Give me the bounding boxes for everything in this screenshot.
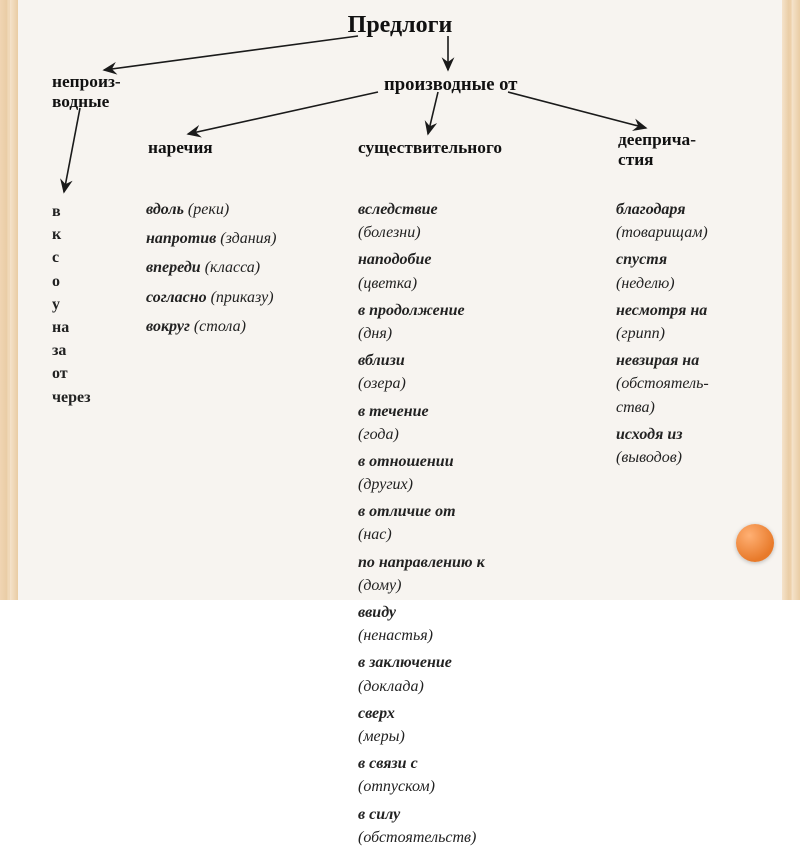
- list-item: впереди (класса): [146, 256, 276, 279]
- col-adverb: вдоль (реки) напротив (здания) впереди (кл…: [146, 198, 276, 344]
- col-noun: вследствие(болезни)наподобие(цветка) в пр…: [358, 198, 485, 853]
- list-item: спустя(неделю): [616, 248, 709, 294]
- list-item: ввиду(ненастья): [358, 601, 485, 647]
- list-item: наподобие(цветка): [358, 248, 485, 294]
- sub-noun-label: существительного: [358, 138, 502, 158]
- arrow: [428, 92, 438, 134]
- arrow: [188, 92, 378, 134]
- list-item: с: [52, 246, 91, 269]
- col-nonderived: вксоуназаотчерез: [52, 200, 91, 409]
- sub-adverb-label: наречия: [148, 138, 213, 158]
- list-item: сверх(меры): [358, 702, 485, 748]
- list-item: в течение(года): [358, 400, 485, 446]
- branch-nonderived-label: непроиз-водные: [52, 72, 121, 112]
- diagram-canvas: Предлоги непроиз-водные производные от н…: [18, 0, 782, 600]
- right-stripe: [782, 0, 800, 600]
- col-gerund: благодаря(товарищам)спустя(неделю) несмот…: [616, 198, 709, 473]
- list-item: благодаря(товарищам): [616, 198, 709, 244]
- list-item: у: [52, 293, 91, 316]
- left-stripe: [0, 0, 18, 600]
- list-item: в отличие от(нас): [358, 500, 485, 546]
- list-item: невзирая на(обстоятель-ства): [616, 349, 709, 419]
- sub-gerund-label: дееприча-стия: [618, 130, 696, 170]
- list-item: в связи с(отпуском): [358, 752, 485, 798]
- list-item: в отношении(других): [358, 450, 485, 496]
- list-item: к: [52, 223, 91, 246]
- list-item: в заключение(доклада): [358, 651, 485, 697]
- list-item: за: [52, 339, 91, 362]
- list-item: по направлению к(дому): [358, 551, 485, 597]
- list-item: вокруг (стола): [146, 315, 276, 338]
- list-item: от: [52, 362, 91, 385]
- list-item: на: [52, 316, 91, 339]
- list-item: вблизи(озера): [358, 349, 485, 395]
- list-item: напротив (здания): [146, 227, 276, 250]
- list-item: исходя из(выводов): [616, 423, 709, 469]
- list-item: несмотря на(грипп): [616, 299, 709, 345]
- diagram-title: Предлоги: [348, 12, 453, 39]
- list-item: в силу(обстоятельств): [358, 803, 485, 849]
- list-item: через: [52, 386, 91, 409]
- list-item: о: [52, 270, 91, 293]
- list-item: вследствие(болезни): [358, 198, 485, 244]
- arrow: [104, 36, 358, 70]
- list-item: согласно (приказу): [146, 286, 276, 309]
- arrow: [508, 92, 646, 128]
- branch-derived-label: производные от: [384, 74, 517, 95]
- list-item: в: [52, 200, 91, 223]
- arrow: [64, 108, 80, 192]
- slide-badge: [736, 524, 774, 562]
- list-item: в продолжение(дня): [358, 299, 485, 345]
- list-item: вдоль (реки): [146, 198, 276, 221]
